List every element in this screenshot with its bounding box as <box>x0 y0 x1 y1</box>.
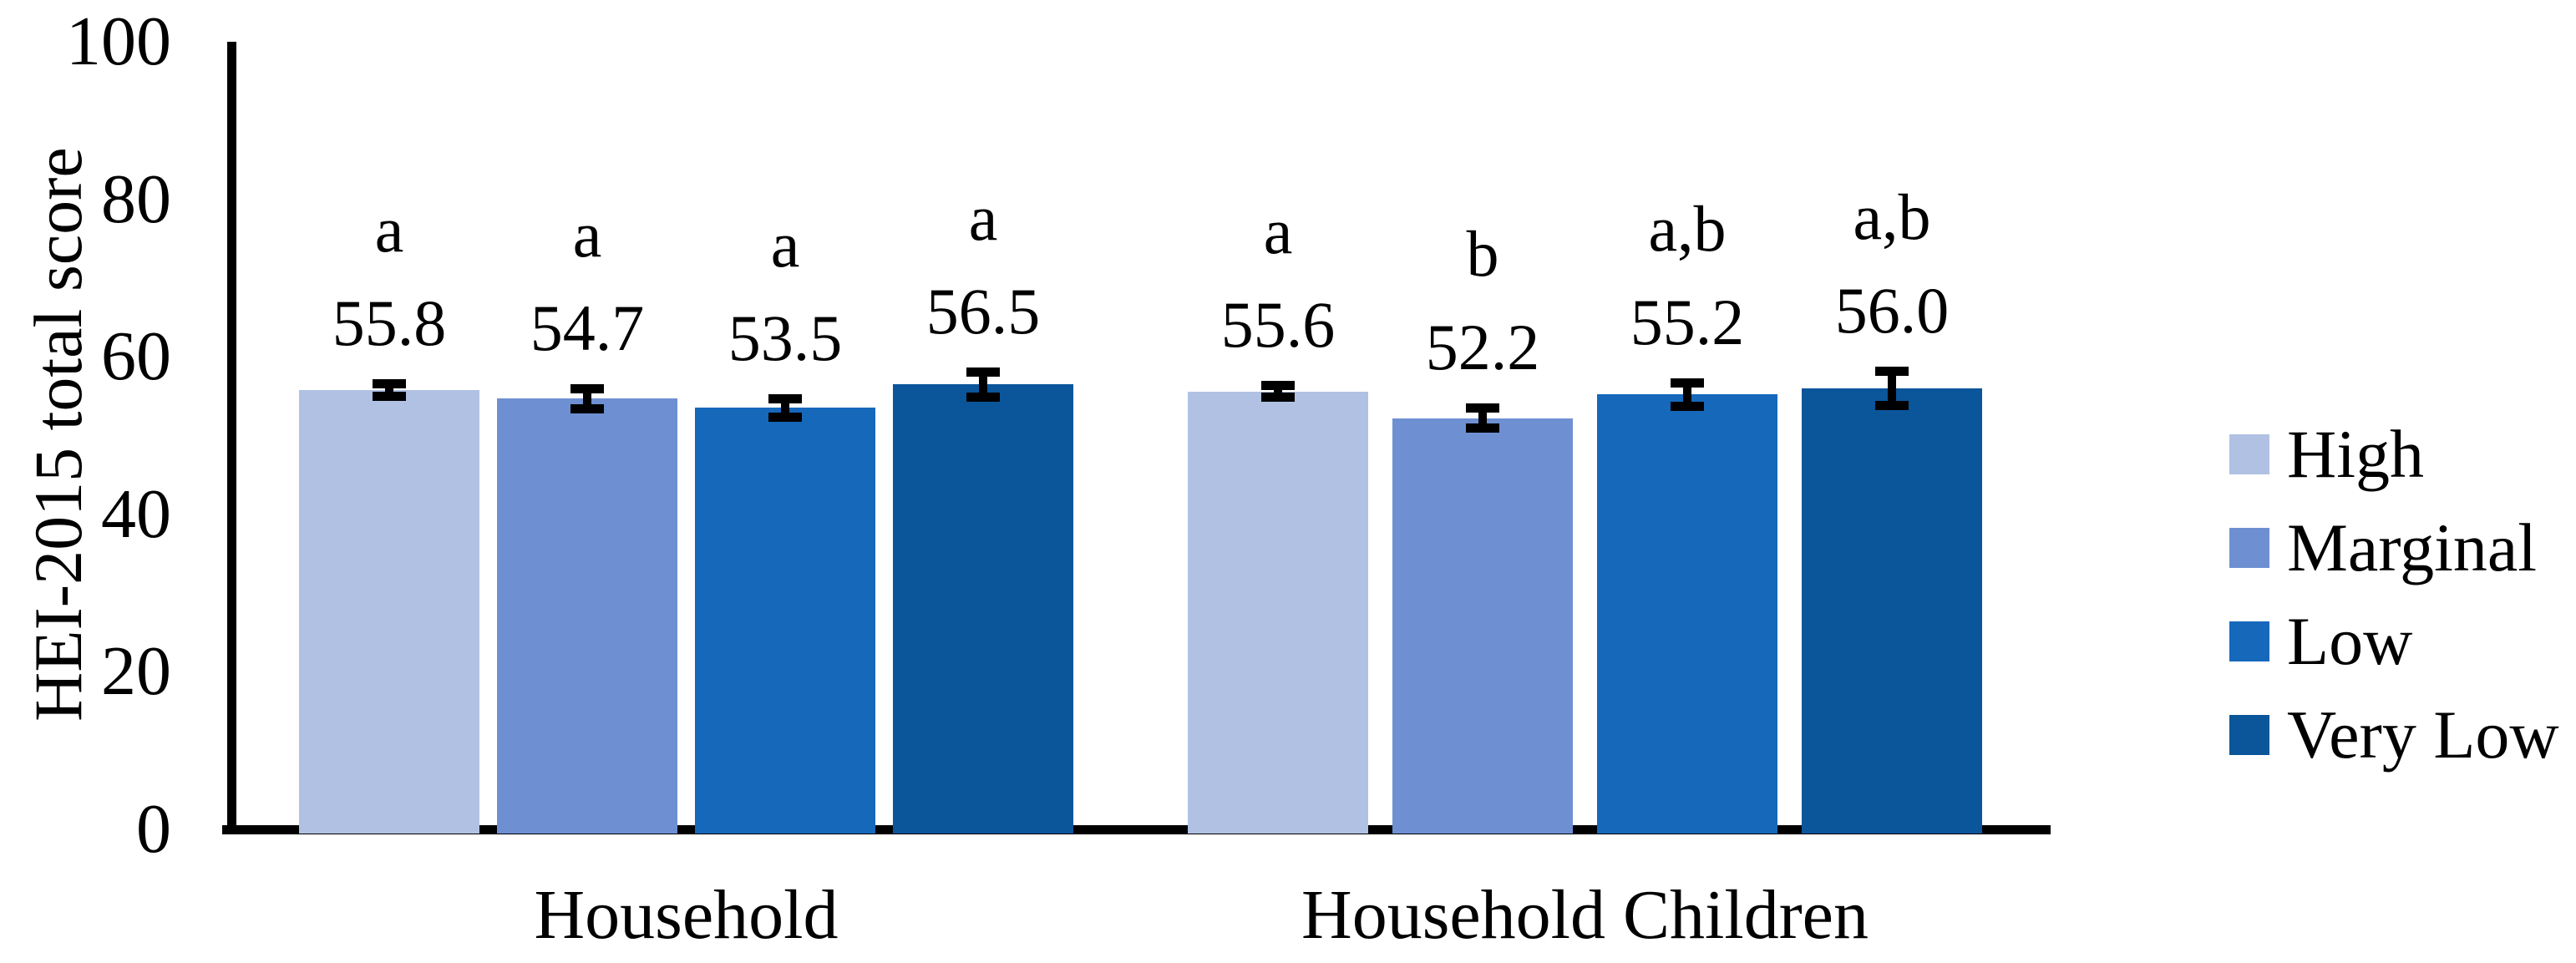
significance-letter: a,b <box>1648 192 1727 266</box>
bar-value-label: 56.0 <box>1834 273 1950 347</box>
significance-letter: a <box>1263 194 1293 267</box>
error-bar-cap-top <box>373 379 406 389</box>
error-bar-line <box>1888 373 1896 403</box>
error-bar-cap-bottom <box>373 391 406 401</box>
x-axis-line <box>222 825 2051 834</box>
bar-value-label: 54.7 <box>530 291 645 364</box>
y-tick-label: 0 <box>136 790 171 868</box>
error-bar-cap-top <box>1466 403 1499 413</box>
legend-label: Marginal <box>2287 509 2538 585</box>
error-bar-cap-bottom <box>1875 400 1909 410</box>
legend-label: Low <box>2287 603 2413 679</box>
category-label: Household <box>534 876 839 954</box>
bar-value-label: 55.8 <box>332 286 447 360</box>
error-bar-cap-top <box>570 383 604 393</box>
error-bar-cap-bottom <box>1671 401 1704 411</box>
significance-letter: a <box>770 207 800 281</box>
error-bar-line <box>979 374 987 394</box>
bar-value-label: 53.5 <box>728 301 843 374</box>
error-bar-cap-top <box>768 393 802 403</box>
error-bar-cap-top <box>966 367 1000 377</box>
legend-swatch <box>2229 528 2269 568</box>
legend-swatch <box>2229 434 2269 474</box>
bar-marginal <box>497 398 677 834</box>
y-tick-label: 20 <box>101 632 171 711</box>
category-label: Household Children <box>1301 876 1869 954</box>
bar-very-low <box>1802 388 1982 834</box>
error-bar-line <box>583 391 591 406</box>
y-tick-label: 40 <box>101 474 171 553</box>
bar-value-label: 56.5 <box>925 274 1041 347</box>
bar-low <box>1597 394 1777 834</box>
bar-marginal <box>1392 418 1573 834</box>
y-tick-label: 60 <box>101 317 171 396</box>
significance-letter: a <box>968 180 998 254</box>
significance-letter: b <box>1466 217 1499 291</box>
significance-letter: a,b <box>1853 180 1931 253</box>
legend-item-very-low: Very Low <box>2229 693 2559 777</box>
y-tick-label: 100 <box>66 3 171 80</box>
legend-swatch <box>2229 715 2269 755</box>
legend-item-low: Low <box>2229 600 2412 683</box>
error-bar-cap-bottom <box>1466 423 1499 433</box>
error-bar-cap-bottom <box>966 392 1000 402</box>
error-bar-line <box>1274 388 1282 395</box>
significance-letter: a <box>572 197 602 271</box>
error-bar-cap-bottom <box>570 403 604 413</box>
significance-letter: a <box>374 193 404 266</box>
error-bar-line <box>385 387 393 393</box>
error-bar-cap-top <box>1875 366 1909 376</box>
bar-value-label: 55.6 <box>1220 287 1336 361</box>
legend-label: Very Low <box>2287 697 2559 773</box>
y-tick-label: 80 <box>101 160 171 238</box>
bar-value-label: 55.2 <box>1630 286 1745 359</box>
bar-very-low <box>893 384 1073 834</box>
error-bar-cap-top <box>1671 378 1704 388</box>
bar-high <box>1188 391 1368 834</box>
legend-label: High <box>2287 416 2424 492</box>
bar-value-label: 52.2 <box>1425 311 1540 384</box>
y-axis-line <box>227 42 236 834</box>
legend-item-marginal: Marginal <box>2229 506 2537 590</box>
error-bar-line <box>1478 411 1487 426</box>
error-bar-cap-bottom <box>1261 393 1295 403</box>
bar-low <box>695 408 875 834</box>
error-bar-cap-bottom <box>768 413 802 423</box>
bar-high <box>299 389 479 834</box>
y-axis-title: HEI-2015 total score <box>20 147 96 722</box>
legend-item-high: High <box>2229 413 2424 496</box>
legend-swatch <box>2229 621 2269 661</box>
error-bar-line <box>1683 386 1691 403</box>
error-bar-cap-top <box>1261 380 1295 390</box>
error-bar-line <box>781 401 789 415</box>
